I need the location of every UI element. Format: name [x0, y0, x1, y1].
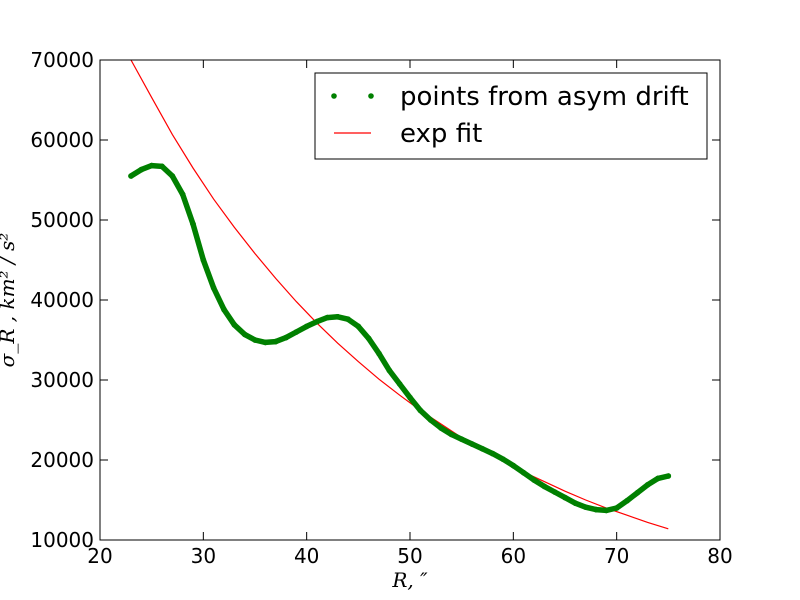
data-point [190, 221, 196, 227]
x-tick-label: 30 [191, 544, 216, 568]
data-point [489, 450, 496, 457]
x-tick-label: 70 [604, 544, 629, 568]
y-tick-label: 50000 [30, 208, 94, 232]
points-segment [190, 221, 207, 263]
data-point [293, 329, 300, 335]
legend-box [314, 72, 708, 160]
points-segment [200, 257, 217, 291]
legend-label-fit: exp fit [400, 119, 482, 149]
points-segment [221, 306, 238, 328]
data-point [655, 475, 661, 482]
data-point [582, 504, 589, 511]
data-point [314, 318, 320, 325]
data-point [252, 337, 258, 343]
tick-labels-layer: 20 30 40 50 60 70 80 10000 20000 30000 40000 50000 6… [30, 48, 732, 568]
data-point [541, 483, 548, 490]
data-point [500, 456, 506, 463]
data-point [613, 505, 620, 511]
data-point [128, 173, 134, 179]
x-tick-label: 60 [501, 544, 526, 568]
data-point [159, 163, 165, 170]
x-tick-label: 20 [87, 544, 112, 568]
data-point [376, 350, 382, 357]
y-tick-label: 70000 [30, 48, 94, 72]
x-tick-label: 80 [707, 544, 732, 568]
points-segment [365, 335, 382, 357]
x-axis-label: R, ″ [391, 568, 428, 592]
points-segment [179, 191, 196, 227]
data-point [221, 306, 227, 313]
y-tick-label: 30000 [30, 368, 94, 392]
data-point [531, 477, 537, 483]
legend-marker-points-right [368, 93, 374, 99]
data-point [272, 338, 279, 345]
fit-layer [130, 59, 669, 530]
points-segment [210, 285, 227, 313]
data-point [417, 407, 424, 414]
data-point [448, 431, 455, 438]
data-point [603, 507, 610, 514]
fit-line [130, 59, 669, 530]
y-tick-label: 20000 [30, 448, 94, 472]
legend: points from asym drift exp fit [314, 72, 708, 160]
x-tick-label: 50 [397, 544, 422, 568]
data-point [438, 425, 444, 431]
points-segment [396, 381, 413, 401]
data-point [427, 417, 434, 423]
data-point [169, 173, 176, 179]
data-point [665, 473, 672, 479]
data-point [562, 494, 568, 501]
data-point [479, 446, 486, 452]
points-segment [386, 367, 403, 387]
y-tick-label: 10000 [30, 528, 94, 552]
data-point [303, 323, 310, 330]
data-point [241, 331, 248, 338]
data-point [634, 490, 641, 496]
data-point [458, 436, 465, 443]
data-point [407, 394, 413, 401]
data-point [551, 489, 558, 495]
data-point [624, 498, 630, 504]
data-point [345, 316, 351, 323]
data-point [283, 334, 289, 341]
y-axis-label: σ_R , km² / s² [0, 233, 19, 368]
y-tick-label: 40000 [30, 288, 94, 312]
data-point [644, 482, 651, 488]
points-segment [169, 173, 186, 198]
data-point [510, 462, 517, 469]
x-tick-label: 40 [294, 544, 319, 568]
data-point [386, 367, 393, 374]
data-point [365, 335, 372, 342]
data-point [200, 257, 207, 263]
data-point [262, 339, 269, 346]
data-point [396, 381, 403, 387]
data-point [572, 500, 579, 507]
data-point [210, 285, 217, 291]
data-point [179, 191, 186, 198]
data-point [593, 506, 599, 513]
data-point [469, 441, 475, 447]
ticks-layer [99, 59, 721, 541]
data-point [520, 470, 527, 476]
data-point [334, 314, 341, 320]
y-tick-label: 60000 [30, 128, 94, 152]
legend-marker-points-left [331, 93, 337, 99]
points-segment [376, 350, 393, 374]
legend-label-points: points from asym drift [400, 82, 689, 112]
data-point [324, 314, 331, 321]
data-point [231, 322, 238, 328]
data-point [148, 162, 155, 169]
data-point [355, 323, 362, 330]
data-point [138, 166, 145, 173]
points-layer [128, 162, 672, 514]
